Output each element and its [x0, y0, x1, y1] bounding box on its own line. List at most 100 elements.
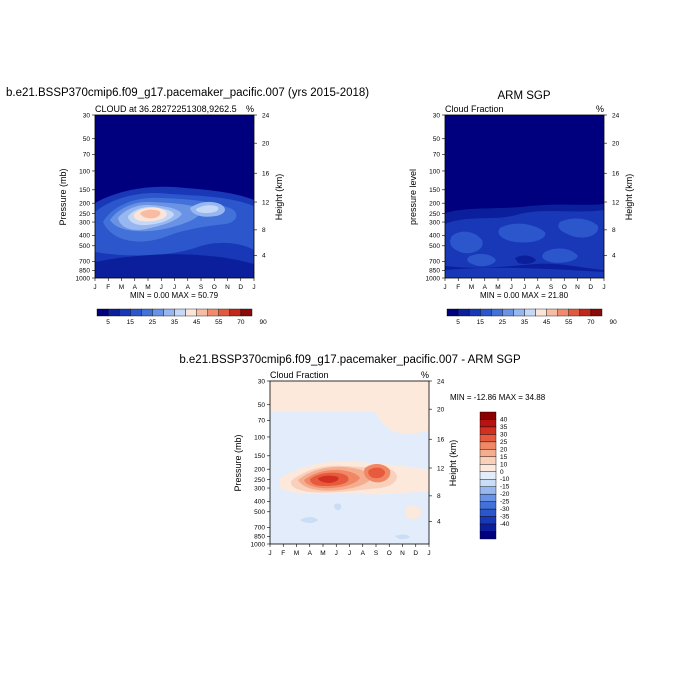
pressure-tick-label: 100	[429, 168, 440, 175]
height-tick-label: 4	[612, 253, 616, 260]
colorbar-swatch	[141, 308, 153, 317]
obs-contour-field	[445, 115, 604, 278]
pressure-tick-label: 70	[83, 152, 91, 159]
pressure-tick-label: 70	[433, 152, 441, 159]
colorbar-swatch	[479, 479, 497, 487]
pressure-tick-label: 500	[254, 509, 265, 516]
colorbar-swatch	[479, 516, 497, 525]
model-right-axis-label: Height (km)	[274, 174, 284, 221]
colorbar-label: 45	[193, 319, 201, 326]
pressure-tick-label: 200	[79, 200, 90, 207]
month-tick-label: S	[549, 284, 554, 291]
diff-panel: Cloud Fraction % 30507010015020025030040…	[233, 370, 546, 557]
colorbar-label: 55	[215, 319, 223, 326]
pressure-tick-label: 30	[433, 112, 441, 119]
colorbar-swatch	[479, 434, 497, 443]
colorbar-swatch	[457, 308, 470, 317]
obs-height-axis: 24 20 16 12 8 4	[604, 112, 620, 260]
month-tick-label: A	[483, 284, 488, 291]
model-units: %	[246, 104, 254, 114]
colorbar-swatch	[502, 308, 514, 317]
pressure-tick-label: 250	[429, 211, 440, 218]
colorbar-swatch	[479, 456, 497, 465]
obs-y-axis-label: pressure level	[408, 169, 418, 225]
pressure-tick-label: 300	[254, 485, 265, 492]
colorbar-label: 25	[500, 439, 508, 446]
colorbar-swatch	[491, 308, 503, 317]
pressure-tick-label: 200	[254, 466, 265, 473]
pressure-tick-label: 250	[254, 477, 265, 484]
colorbar-swatch	[590, 308, 603, 317]
month-tick-label: D	[413, 550, 418, 557]
colorbar-swatch	[240, 308, 253, 317]
model-subtitle: CLOUD at 36.28272251308,9262.5	[95, 104, 237, 114]
pressure-tick-label: 850	[79, 268, 90, 275]
month-tick-label: J	[173, 284, 176, 291]
colorbar-label: 90	[259, 319, 267, 326]
colorbar-label: 25	[149, 319, 157, 326]
model-panel: CLOUD at 36.28272251308,9262.5 % 30 50 70 1…	[58, 104, 284, 326]
pressure-tick-label: 250	[79, 211, 90, 218]
pressure-tick-label: 30	[258, 378, 266, 385]
colorbar-label: -15	[500, 484, 510, 491]
colorbar-swatch	[568, 308, 581, 317]
height-tick-label: 12	[262, 199, 270, 206]
colorbar-label: 40	[500, 416, 508, 423]
pressure-tick-label: 100	[79, 168, 90, 175]
colorbar-swatch	[207, 308, 219, 317]
colorbar-swatch	[479, 464, 497, 472]
month-tick-label: O	[212, 284, 217, 291]
month-tick-label: D	[588, 284, 593, 291]
diff-panel-title: b.e21.BSSP370cmip6.f09_g17.pacemaker_pac…	[179, 354, 521, 366]
pressure-tick-label: 400	[429, 233, 440, 240]
pressure-tick-label: 850	[429, 268, 440, 275]
colorbar-swatch	[479, 508, 497, 517]
pressure-tick-label: 50	[83, 136, 91, 143]
colorbar-swatch	[479, 493, 497, 502]
colorbar-label: 25	[499, 319, 507, 326]
month-tick-label: D	[238, 284, 243, 291]
height-tick-label: 8	[612, 227, 616, 234]
month-tick-label: N	[575, 284, 580, 291]
colorbar-swatch	[152, 308, 164, 317]
month-tick-label: S	[199, 284, 204, 291]
obs-min-max: MIN = 0.00 MAX = 21.80	[480, 291, 569, 300]
month-tick-label: O	[387, 550, 392, 557]
colorbar-swatch	[218, 308, 231, 317]
colorbar-swatch	[546, 308, 558, 317]
colorbar-swatch	[579, 308, 592, 317]
month-tick-label: N	[400, 550, 405, 557]
obs-subtitle: Cloud Fraction	[445, 104, 504, 114]
pressure-tick-label: 850	[254, 534, 265, 541]
model-colorbar: 5 15 25 35 45 55 70 90	[96, 308, 267, 326]
obs-panel-title: ARM SGP	[497, 90, 550, 102]
month-tick-label: F	[106, 284, 110, 291]
colorbar-label: 10	[500, 461, 508, 468]
height-tick-label: 24	[437, 378, 445, 385]
colorbar-swatch	[479, 449, 497, 458]
month-tick-label: J	[510, 284, 513, 291]
pressure-tick-label: 100	[254, 434, 265, 441]
colorbar-swatch	[118, 308, 131, 317]
colorbar-label: 20	[500, 446, 508, 453]
pressure-tick-label: 30	[83, 112, 91, 119]
colorbar-swatch	[229, 308, 242, 317]
colorbar-label: 15	[127, 319, 135, 326]
pressure-tick-label: 700	[429, 259, 440, 266]
colorbar-swatch	[479, 501, 497, 510]
colorbar-label: 5	[456, 319, 460, 326]
colorbar-swatch	[446, 308, 459, 317]
obs-right-axis-label: Height (km)	[624, 174, 634, 221]
obs-units: %	[596, 104, 604, 114]
colorbar-swatch	[174, 308, 186, 317]
pressure-tick-label: 1000	[251, 541, 266, 548]
height-tick-label: 20	[437, 406, 445, 413]
colorbar-label: -10	[500, 476, 510, 483]
colorbar-label: -30	[500, 506, 510, 513]
month-tick-label: M	[320, 550, 325, 557]
month-tick-label: J	[602, 284, 605, 291]
